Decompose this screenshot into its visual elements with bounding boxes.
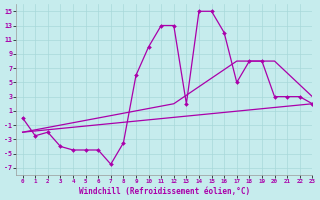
X-axis label: Windchill (Refroidissement éolien,°C): Windchill (Refroidissement éolien,°C) — [79, 187, 250, 196]
